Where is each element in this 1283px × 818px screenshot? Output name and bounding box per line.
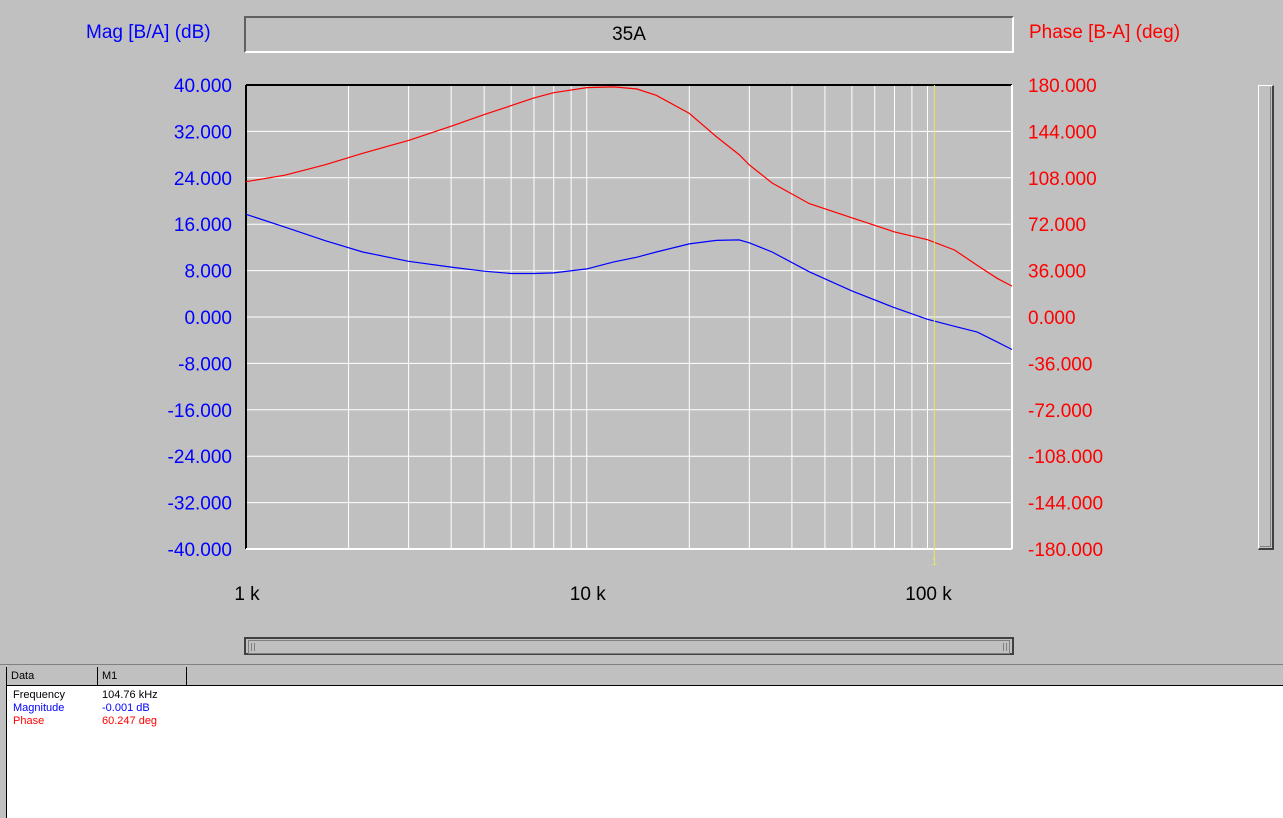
phase-tick-label: -72.000 <box>1028 401 1092 422</box>
frequency-label: Frequency <box>13 689 65 701</box>
magnitude-value: -0.001 dB <box>102 702 150 714</box>
panel-divider[interactable] <box>0 664 1283 667</box>
phase-tick-label: 180.000 <box>1028 76 1097 97</box>
series-lines <box>245 86 1013 351</box>
chart-panel: Mag [B/A] (dB) Phase [B-A] (deg) 35A 40.… <box>0 0 1283 665</box>
vertical-scrollbar[interactable] <box>1258 85 1274 550</box>
mag-tick-label: -32.000 <box>168 494 232 515</box>
phase-tick-label: 144.000 <box>1028 122 1097 143</box>
mag-tick-labels: 40.000 32.000 24.000 16.000 8.000 0.000 -8.000… <box>168 76 232 561</box>
x-tick-labels: 1 k 10 k 100 k <box>234 584 952 605</box>
x-tick-label: 100 k <box>905 584 952 605</box>
cursor-label: 1 <box>932 557 938 568</box>
phase-tick-label: -144.000 <box>1028 494 1103 515</box>
mag-tick-label: 8.000 <box>184 262 232 283</box>
phase-tick-label: -180.000 <box>1028 540 1103 561</box>
plot-area[interactable]: 40.000 32.000 24.000 16.000 8.000 0.000 -8.000… <box>0 0 1283 665</box>
phase-label: Phase <box>13 715 45 727</box>
readout-header: Data M1 <box>7 667 1283 686</box>
cursor[interactable]: 1 <box>932 85 938 568</box>
x-tick-label: 1 k <box>234 584 260 605</box>
phase-tick-label: 0.000 <box>1028 308 1076 329</box>
mag-tick-label: 32.000 <box>174 122 232 143</box>
phase-tick-label: -108.000 <box>1028 447 1103 468</box>
series-line-phase <box>245 86 1013 287</box>
phase-tick-label: 72.000 <box>1028 215 1086 236</box>
mag-tick-label: 40.000 <box>174 76 232 97</box>
phase-tick-label: 36.000 <box>1028 262 1086 283</box>
plot-frame <box>245 84 1013 550</box>
series-line-magnitude <box>245 213 1013 351</box>
phase-tick-labels: 180.000 144.000 108.000 72.000 36.000 0.000 -3… <box>1028 76 1103 561</box>
mag-tick-label: -40.000 <box>168 540 232 561</box>
mag-tick-label: 16.000 <box>174 215 232 236</box>
chart-title: 35A <box>612 24 646 45</box>
phase-tick-label: -36.000 <box>1028 354 1092 375</box>
x-tick-label: 10 k <box>570 584 606 605</box>
phase-value: 60.247 deg <box>102 715 158 727</box>
mag-tick-label: -16.000 <box>168 401 232 422</box>
frequency-value: 104.76 kHz <box>102 689 158 701</box>
readout-panel: Data M1 Frequency 104.76 kHz Magnitude -… <box>6 667 1283 818</box>
mag-tick-label: -24.000 <box>168 447 232 468</box>
mag-tick-label: 0.000 <box>184 308 232 329</box>
mag-tick-label: -8.000 <box>178 354 232 375</box>
column-header-data[interactable]: Data <box>7 667 98 685</box>
horizontal-scroll-thumb[interactable] <box>248 640 1010 654</box>
mag-tick-label: 24.000 <box>174 169 232 190</box>
grid-lines <box>246 85 1012 549</box>
horizontal-scrollbar[interactable] <box>244 637 1014 655</box>
phase-axis-title: Phase [B-A] (deg) <box>1029 22 1181 43</box>
chart-title-box[interactable]: 35A <box>244 16 1014 53</box>
magnitude-label: Magnitude <box>13 702 65 714</box>
phase-tick-label: 108.000 <box>1028 169 1097 190</box>
column-header-m1[interactable]: M1 <box>98 667 187 685</box>
mag-axis-title: Mag [B/A] (dB) <box>86 22 211 43</box>
